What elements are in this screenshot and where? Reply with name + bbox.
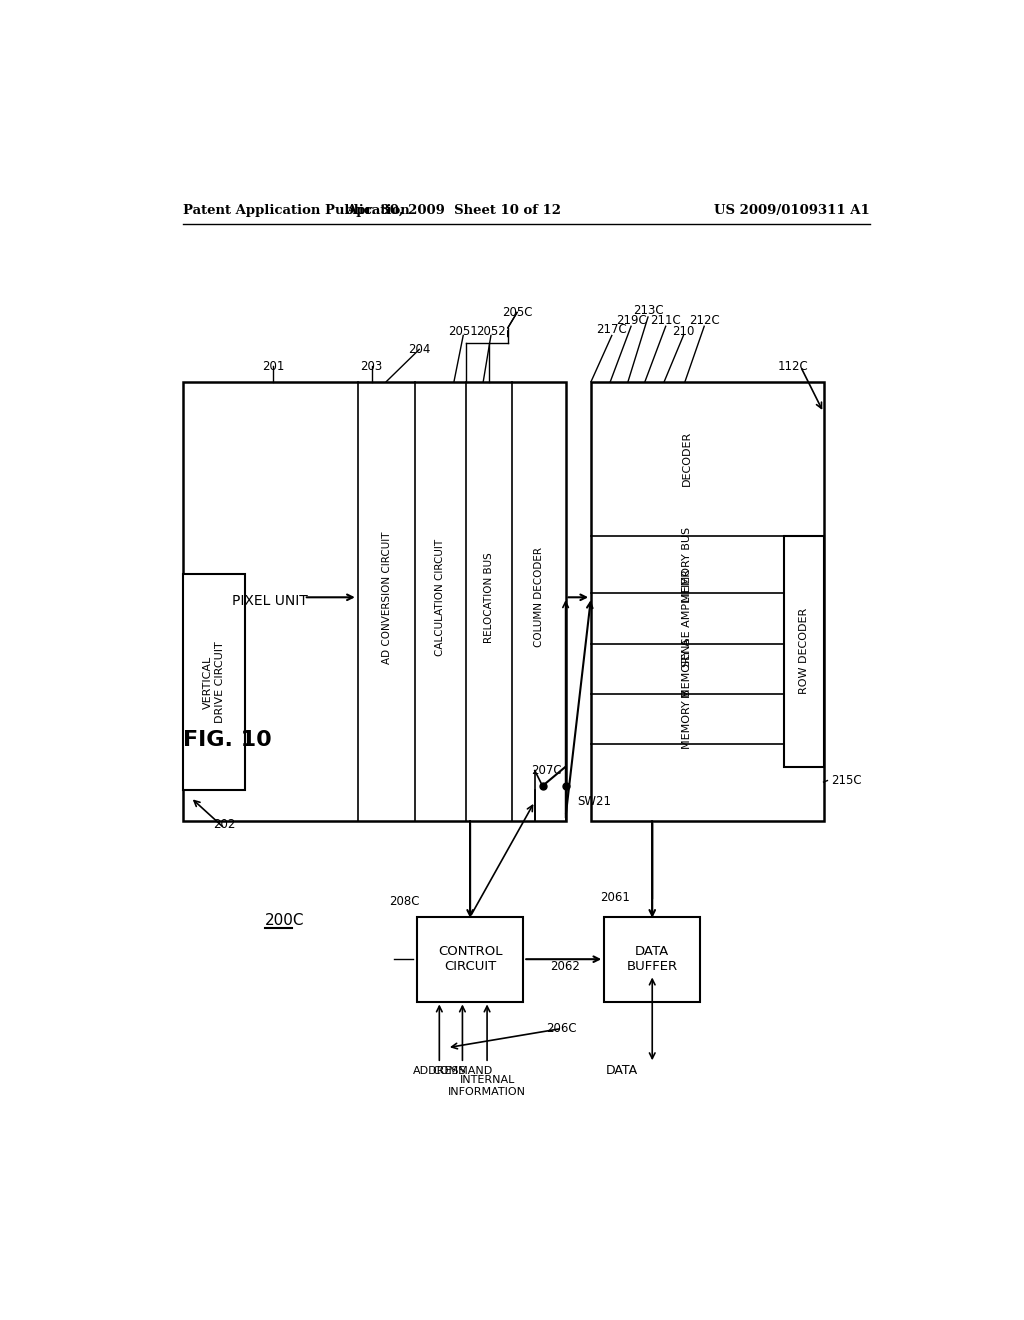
Text: 112C: 112C	[777, 360, 808, 372]
Text: SW21: SW21	[578, 795, 611, 808]
Text: 204: 204	[409, 343, 430, 356]
Text: INTERNAL
INFORMATION: INTERNAL INFORMATION	[449, 1076, 526, 1097]
Text: ADDRESS: ADDRESS	[413, 1065, 466, 1076]
Text: 203: 203	[360, 360, 383, 372]
Text: US 2009/0109311 A1: US 2009/0109311 A1	[714, 205, 869, 218]
Text: DATA
BUFFER: DATA BUFFER	[627, 945, 678, 973]
Text: Apr. 30, 2009  Sheet 10 of 12: Apr. 30, 2009 Sheet 10 of 12	[346, 205, 561, 218]
Bar	[183, 574, 245, 789]
Text: MEMORY BUS: MEMORY BUS	[682, 527, 692, 602]
Text: MEMORY B: MEMORY B	[682, 689, 692, 748]
Text: 201: 201	[262, 360, 285, 372]
Text: 208C: 208C	[389, 895, 419, 908]
Text: 2062: 2062	[550, 961, 580, 973]
Text: 211C: 211C	[650, 314, 681, 326]
Text: 215C: 215C	[831, 774, 862, 787]
Text: PIXEL UNIT: PIXEL UNIT	[232, 594, 308, 609]
Text: CALCULATION CIRCUIT: CALCULATION CIRCUIT	[435, 539, 445, 656]
Text: 213C: 213C	[633, 305, 664, 317]
Text: 200C: 200C	[265, 913, 305, 928]
Bar	[783, 536, 823, 767]
Bar	[183, 381, 565, 821]
Text: 205C: 205C	[502, 306, 532, 319]
Text: FIG. 10: FIG. 10	[183, 730, 271, 750]
Bar	[591, 381, 823, 821]
Text: Patent Application Publication: Patent Application Publication	[183, 205, 410, 218]
Text: DECODER: DECODER	[682, 432, 692, 486]
Text: 219C: 219C	[615, 314, 646, 326]
Text: DATA: DATA	[605, 1064, 638, 1077]
Text: ROW DECODER: ROW DECODER	[799, 609, 809, 694]
Text: 206C: 206C	[547, 1022, 577, 1035]
Text: MEMORY A: MEMORY A	[682, 639, 692, 698]
Bar	[604, 917, 700, 1002]
Text: RELOCATION BUS: RELOCATION BUS	[483, 552, 494, 643]
Text: COLUMN DECODER: COLUMN DECODER	[534, 548, 544, 647]
Text: 202: 202	[213, 818, 236, 832]
Text: 212C: 212C	[689, 314, 720, 326]
Text: 2061: 2061	[600, 891, 630, 904]
Text: 210: 210	[672, 325, 694, 338]
Text: CONTROL
CIRCUIT: CONTROL CIRCUIT	[438, 945, 503, 973]
Text: VERTICAL
DRIVE CIRCUIT: VERTICAL DRIVE CIRCUIT	[203, 642, 224, 723]
Text: 2051: 2051	[449, 325, 478, 338]
Text: 2052: 2052	[476, 325, 506, 338]
Text: 217C: 217C	[596, 323, 627, 335]
Text: 207C: 207C	[531, 764, 562, 777]
Text: AD CONVERSION CIRCUIT: AD CONVERSION CIRCUIT	[382, 531, 391, 664]
Text: SENSE AMPLIFIER: SENSE AMPLIFIER	[682, 569, 692, 668]
Bar	[417, 917, 523, 1002]
Text: COMMAND: COMMAND	[432, 1065, 493, 1076]
